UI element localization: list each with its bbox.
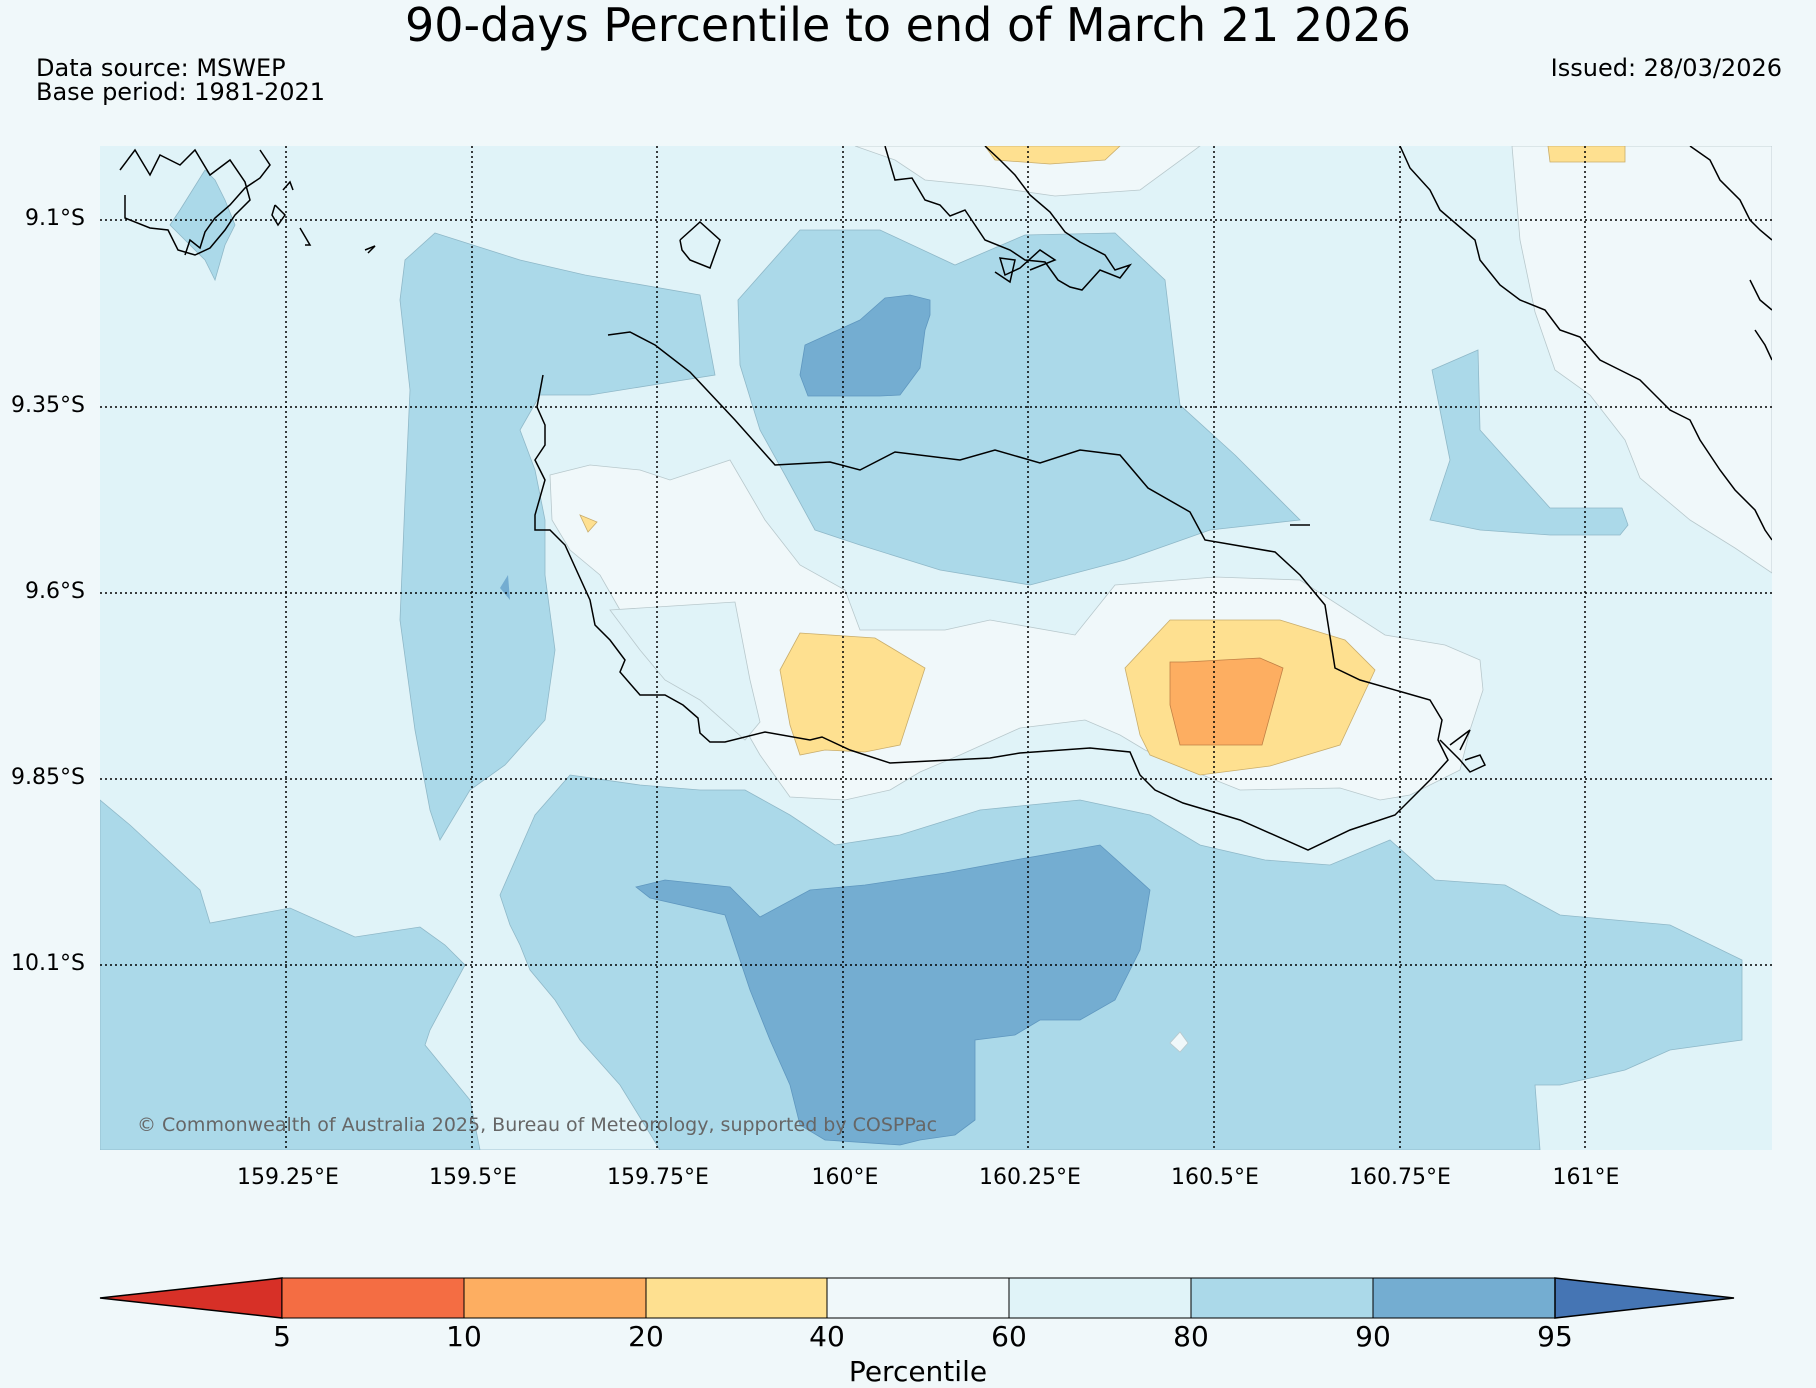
coastline-se-tip-2: [1449, 729, 1471, 751]
lat-label-4: 9.85°S: [11, 765, 85, 790]
lon-label-8: 161°E: [1552, 1165, 1620, 1190]
issued-date-label: Issued: 28/03/2026: [1550, 54, 1782, 82]
contour-20-40-ne-fleck: [1547, 146, 1626, 163]
lat-label-1: 9.1°S: [25, 206, 85, 231]
colorbar-bin-5-10: [281, 1277, 465, 1319]
contour-40-60-ne-strip: [1511, 146, 1772, 574]
contour-80-90-east: [1429, 349, 1629, 536]
lon-label-6: 160.5°E: [1171, 1165, 1259, 1190]
lon-label-5: 160.25°E: [979, 1165, 1081, 1190]
colorbar-bin-10-20: [463, 1277, 647, 1319]
coastline-malaita-east: [1689, 146, 1772, 241]
lat-label-2: 9.35°S: [11, 393, 85, 418]
colorbar-extend-low: [99, 1277, 283, 1319]
contour-60-80-inner-west: [609, 601, 761, 741]
colorbar-tick-80: 80: [1173, 1320, 1209, 1353]
coastline-malaita: [1399, 146, 1772, 541]
coastline-nw-islands: [119, 148, 251, 256]
copyright-notice: © Commonwealth of Australia 2025, Bureau…: [137, 1114, 938, 1136]
contour-20-40-north-fleck: [984, 146, 1121, 165]
colorbar-tick-90: 90: [1355, 1320, 1391, 1353]
colorbar-extend-high: [1554, 1277, 1735, 1319]
coastline-far-east-2: [1754, 329, 1772, 361]
lon-label-4: 160°E: [811, 1165, 879, 1190]
contour-40-60-south-fleck: [1169, 1031, 1189, 1053]
contour-90-95-north: [799, 294, 931, 397]
colorbar-bin-90-95: [1372, 1277, 1556, 1319]
colorbar-tick-20: 20: [628, 1320, 664, 1353]
coastline-north-island: [679, 220, 721, 269]
coastline-nw-islands-2: [184, 149, 271, 256]
lat-label-3: 9.6°S: [25, 579, 85, 604]
colorbar-bin-20-40: [645, 1277, 828, 1319]
lon-label-1: 159.25°E: [237, 1165, 339, 1190]
contour-10-20-east: [1169, 657, 1284, 746]
gridlines: [100, 146, 1772, 1150]
lat-label-5: 10.1°S: [11, 951, 85, 976]
map-title: 90-days Percentile to end of March 21 20…: [404, 0, 1411, 52]
colorbar: [99, 1277, 1735, 1319]
colorbar-tick-40: 40: [809, 1320, 845, 1353]
lon-label-2: 159.5°E: [429, 1165, 517, 1190]
colorbar-bin-60-80: [1008, 1277, 1192, 1319]
coastline-nggela: [884, 146, 1133, 291]
contour-20-40-west-fleck: [579, 514, 598, 533]
coastlines: [119, 146, 1772, 851]
coastline-se-tip: [1439, 739, 1487, 773]
contour-20-40-west: [779, 632, 926, 756]
coastline-small-3: [299, 227, 312, 246]
coastline-guadalcanal: [534, 331, 1449, 851]
data-source-label: Data source: MSWEP: [36, 54, 286, 82]
colorbar-bin-40-60: [826, 1277, 1010, 1319]
colorbar-tick-10: 10: [446, 1320, 482, 1353]
coastline-far-east: [1749, 279, 1772, 311]
coastline-nggela-2: [994, 249, 1057, 284]
lon-label-7: 160.75°E: [1349, 1165, 1451, 1190]
map-area: [100, 146, 1772, 1150]
colorbar-tick-60: 60: [991, 1320, 1027, 1353]
colorbar-bin-80-90: [1190, 1277, 1374, 1319]
lon-label-3: 159.75°E: [607, 1165, 709, 1190]
contour-80-90-west: [399, 232, 716, 841]
colorbar-tick-5: 5: [273, 1320, 291, 1353]
base-period-label: Base period: 1981-2021: [36, 78, 326, 106]
colorbar-tick-95: 95: [1537, 1320, 1573, 1353]
colorbar-title: Percentile: [848, 1355, 988, 1388]
contour-80-90-west-fleck: [500, 575, 510, 600]
contour-80-90-nw-island: [169, 169, 236, 282]
coastline-small-4: [364, 245, 376, 254]
coastline-small-1: [271, 204, 286, 227]
